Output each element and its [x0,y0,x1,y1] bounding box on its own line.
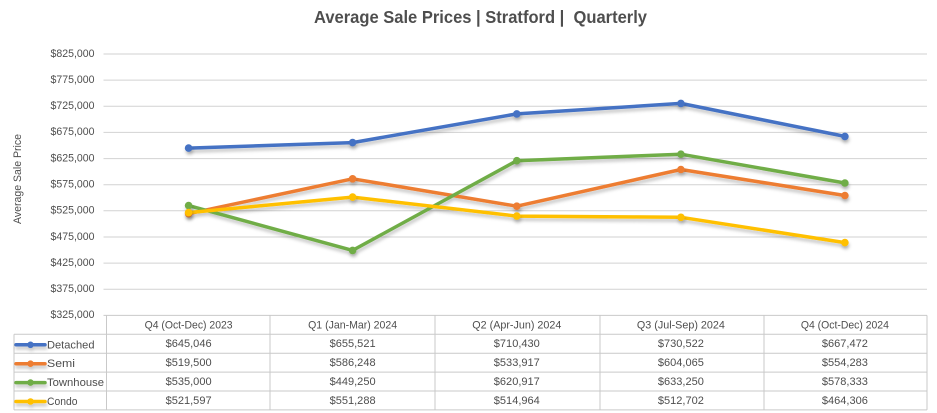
svg-text:$521,597: $521,597 [166,395,212,407]
svg-text:$710,430: $710,430 [494,338,540,350]
svg-text:$675,000: $675,000 [51,126,95,138]
svg-text:$725,000: $725,000 [51,100,95,112]
svg-text:$519,500: $519,500 [166,357,212,369]
svg-text:Q4 (Oct-Dec) 2024: Q4 (Oct-Dec) 2024 [801,319,889,331]
svg-text:$578,333: $578,333 [822,376,868,388]
svg-text:$655,521: $655,521 [330,338,376,350]
svg-text:$464,306: $464,306 [822,395,868,407]
svg-text:Q3 (Jul-Sep) 2024: Q3 (Jul-Sep) 2024 [637,319,725,331]
svg-text:$554,283: $554,283 [822,357,868,369]
svg-text:$645,046: $645,046 [166,338,212,350]
svg-text:$475,000: $475,000 [51,231,95,243]
svg-text:Detached: Detached [47,339,95,351]
svg-text:$525,000: $525,000 [51,205,95,217]
svg-text:$325,000: $325,000 [51,309,95,321]
svg-text:$375,000: $375,000 [51,283,95,295]
svg-text:Semi: Semi [47,358,75,370]
svg-text:Condo: Condo [47,396,78,408]
svg-text:$775,000: $775,000 [51,74,95,86]
svg-text:Average Sale Prices | Stratfor: Average Sale Prices | Stratford | Quarte… [314,7,647,27]
svg-text:$535,000: $535,000 [166,376,212,388]
svg-text:$586,248: $586,248 [330,357,376,369]
svg-text:$514,964: $514,964 [494,395,540,407]
svg-text:$667,472: $667,472 [822,338,868,350]
svg-text:$620,917: $620,917 [494,376,540,388]
svg-text:$633,250: $633,250 [658,376,704,388]
svg-text:$449,250: $449,250 [330,376,376,388]
svg-text:$512,702: $512,702 [658,395,704,407]
svg-text:Q2 (Apr-Jun) 2024: Q2 (Apr-Jun) 2024 [472,319,561,331]
svg-text:Q4 (Oct-Dec) 2023: Q4 (Oct-Dec) 2023 [145,319,233,331]
svg-text:$730,522: $730,522 [658,338,704,350]
svg-text:$551,288: $551,288 [330,395,376,407]
svg-text:$825,000: $825,000 [51,48,95,60]
svg-text:$533,917: $533,917 [494,357,540,369]
svg-text:$575,000: $575,000 [51,179,95,191]
svg-text:$604,065: $604,065 [658,357,704,369]
svg-text:Townhouse: Townhouse [47,377,104,389]
svg-text:Average Sale Price: Average Sale Price [12,134,24,224]
svg-text:Q1 (Jan-Mar) 2024: Q1 (Jan-Mar) 2024 [308,319,397,331]
svg-text:$425,000: $425,000 [51,257,95,269]
svg-text:$625,000: $625,000 [51,152,95,164]
